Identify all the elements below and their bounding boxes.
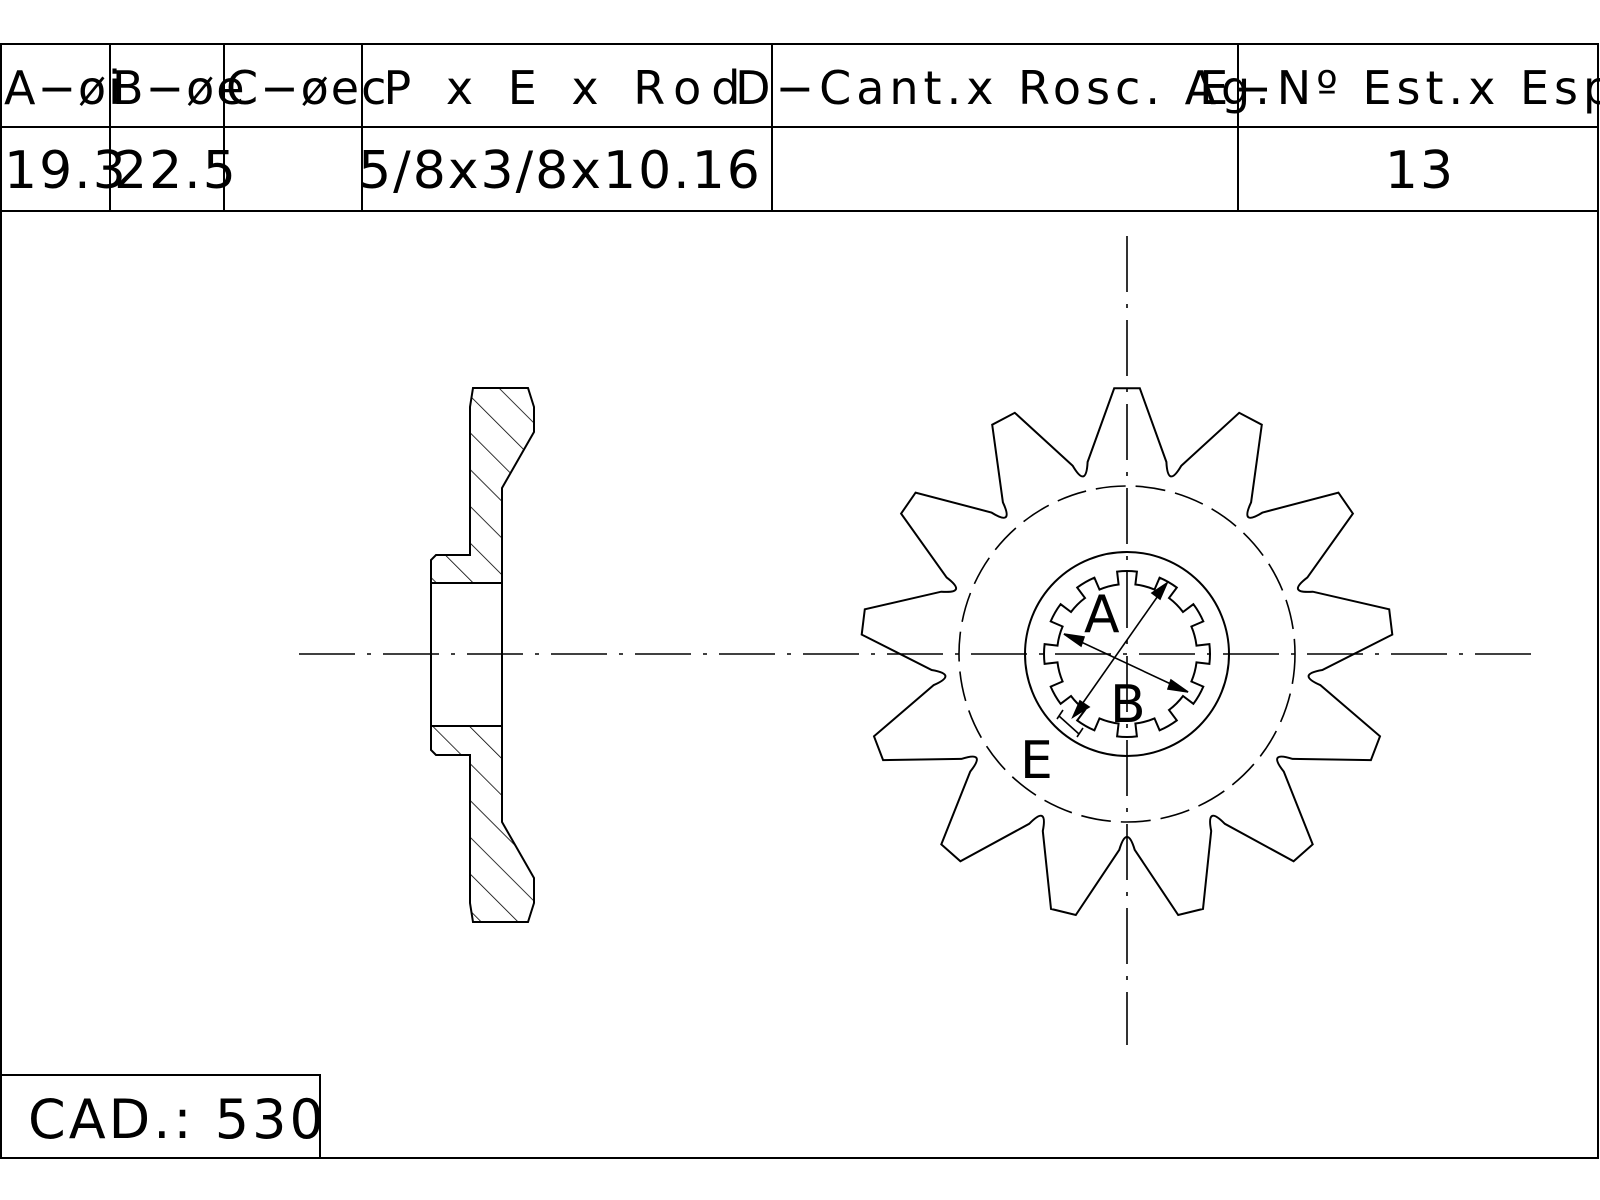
sprocket-tooth-profile xyxy=(860,387,1394,917)
spec-table xyxy=(1,44,1598,212)
cad-box xyxy=(0,1074,321,1159)
splined-bore xyxy=(1043,570,1211,738)
dimension-annotations xyxy=(1056,580,1189,738)
dimension-line-b xyxy=(1063,633,1189,693)
value-e: 13 xyxy=(1385,141,1455,201)
dimension-line-a xyxy=(1072,582,1168,718)
arrow-b-end xyxy=(1166,678,1189,693)
spec-table-headers: A−øi B−øe C−øec P x E x Rod D−Cant.x Ros… xyxy=(4,61,1600,115)
header-e-splines: E−Nº Est.x Esp. xyxy=(1199,61,1600,115)
cad-label: CAD.: 530 xyxy=(28,1088,327,1151)
side-view-upper-hatched-section xyxy=(430,387,535,584)
dimension-label-b: B xyxy=(1110,675,1146,735)
arrow-a-start xyxy=(1071,699,1091,720)
header-d-thread: D−Cant.x Rosc. Ag. xyxy=(735,61,1275,115)
header-c-diameter: C−øec xyxy=(226,61,388,115)
value-pxe: 5/8x3/8x10.16 xyxy=(358,141,762,201)
arrow-b-start xyxy=(1063,633,1086,648)
sprocket-side-section-view xyxy=(430,387,535,923)
dimension-label-a: A xyxy=(1084,585,1120,645)
extension-line-e-a xyxy=(1056,709,1064,720)
spec-table-values: 19.3 22.5 5/8x3/8x10.16 13 xyxy=(4,141,1455,201)
dimension-line-e xyxy=(1058,715,1080,735)
side-view-lower-hatched-section xyxy=(430,725,535,923)
header-pxe-rod: P x E x Rod xyxy=(384,61,751,115)
dimension-labels: A B E xyxy=(1020,585,1146,791)
value-a: 19.3 xyxy=(4,141,128,201)
header-a-inner-diameter: A−øi xyxy=(4,61,123,115)
drawing-frame xyxy=(0,43,1599,1159)
extension-line-e-b xyxy=(1076,727,1084,738)
dimension-label-e: E xyxy=(1020,731,1053,791)
center-lines xyxy=(299,236,1540,1045)
arrow-a-end xyxy=(1150,580,1169,601)
value-b: 22.5 xyxy=(114,141,238,201)
header-b-outer-diameter: B−øe xyxy=(112,61,247,115)
